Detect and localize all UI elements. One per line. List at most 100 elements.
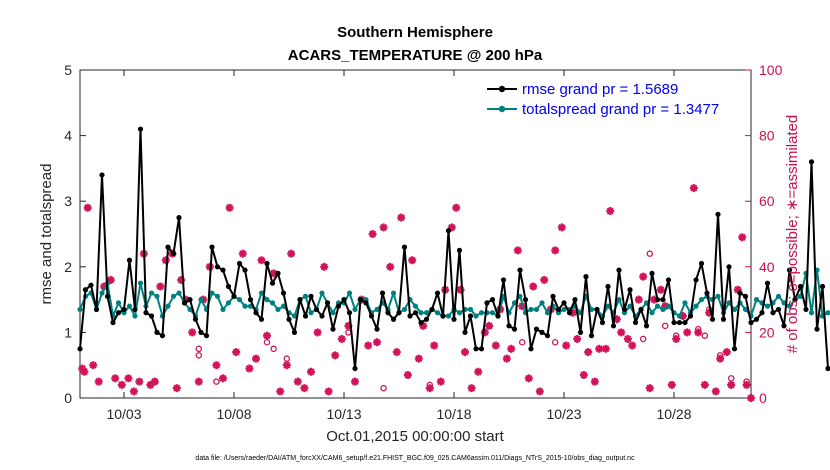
rmse-point [313,306,320,313]
obs-assimilated-stroke [668,381,676,389]
totalspread-point [528,306,534,313]
obs-possible-marker [551,338,559,346]
obs-assimilated-marker [738,233,747,242]
rmse-point [247,297,254,303]
obs-possible-marker [518,338,526,346]
rmse-point [649,270,655,276]
obs-assimilated-marker [212,361,221,370]
obs-assimilated-marker [368,230,377,238]
totalspread-point [220,306,226,313]
rmse-point [489,297,496,303]
obs-assimilated-marker [461,348,469,357]
obs-assimilated-stroke [595,345,603,353]
obs-assimilated-stroke [124,374,133,382]
obs-assimilated-marker [300,384,309,393]
totalspread-point [115,300,122,306]
obs-assimilated-stroke [225,204,234,212]
obs-assimilated-marker [502,354,511,363]
rmse-point [632,319,639,326]
obs-assimilated-marker [225,203,234,212]
rmse-point [583,274,589,280]
obs-assimilated-marker [331,351,340,360]
y-left-tick-label: 1 [64,324,72,340]
obs-assimilated-marker [573,334,582,343]
obs-assimilated-stroke [379,223,388,232]
obs-assimilated-marker [524,374,533,383]
obs-assimilated-marker [513,246,522,255]
totalspread-point [715,293,721,299]
obs-assimilated-marker [117,380,126,389]
obs-assimilated-stroke [635,295,643,304]
obs-assimilated-stroke [734,286,742,294]
totalspread-point [682,300,688,306]
totalspread-point [654,303,661,309]
obs-assimilated-stroke [584,348,592,356]
rmse-point [264,260,270,267]
rmse-point [467,313,474,319]
obs-assimilated-marker [452,203,461,212]
rmse-point [803,306,809,313]
y-left-tick-labels: 0 1 2 3 4 5 [64,62,72,406]
totalspread-point [456,310,463,316]
rmse-point [621,306,628,313]
x-tick-label: 10/18 [436,406,471,422]
series-layer [77,126,830,372]
rmse-point [181,300,188,306]
rmse-point [478,346,485,352]
obs-assimilated-stroke [467,384,476,392]
obs-possible-marker [426,381,434,389]
obs-possible-marker [639,335,647,343]
y-axis-label-right: # of obs: o=possible; ∗=assimilated [784,115,801,354]
totalspread-point [126,303,133,309]
obs-assimilated-marker [485,321,494,330]
obs-assimilated-stroke [307,368,315,376]
totalspread-point [165,303,171,309]
rmse-point [522,297,529,303]
tick-layer [80,69,751,399]
rmse-point [242,267,248,273]
totalspread-point [137,280,144,286]
obs-assimilated-marker [535,387,544,396]
obs-assimilated-marker [351,377,359,386]
rmse-point [627,287,633,293]
rmse-point [687,313,694,319]
obs-assimilated-stroke [300,384,309,392]
rmse-point [704,290,710,296]
rmse-point [451,316,457,322]
obs-assimilated-marker [700,380,709,389]
rmse-point [786,267,793,273]
rmse-point [577,329,584,335]
totalspread-point [302,293,309,299]
rmse-point [775,306,782,313]
obs-assimilated-stroke [252,355,260,363]
obs-assimilated-marker [386,262,395,271]
obs-assimilated-stroke [232,348,240,356]
y-right-tick-labels: 0 20 40 60 80 100 [759,62,783,406]
obs-assimilated-marker [324,387,333,396]
obs-possible-marker [716,352,724,359]
rmse-point [676,319,683,326]
totalspread-point [561,306,567,313]
obs-assimilated-stroke [701,381,709,389]
totalspread-point [275,306,281,313]
rmse-point [121,306,127,313]
rmse-point [742,293,749,299]
totalspread-point [242,303,248,309]
rmse-point [236,260,243,267]
obs-assimilated-marker [540,275,549,284]
totalspread-point [764,303,771,309]
obs-assimilated-stroke [156,282,164,291]
totalspread-point [176,290,182,296]
obs-assimilated-stroke [313,328,322,337]
rmse-point [759,310,765,316]
rmse-point [638,306,644,313]
obs-assimilated-marker [414,354,423,363]
totalspread-point [698,297,705,303]
totalspread-point [280,303,287,309]
rmse-point [506,323,512,329]
rmse-point [544,333,551,339]
obs-assimilated-stroke [591,377,599,386]
obs-assimilated-stroke [540,276,548,284]
obs-assimilated-marker [623,334,632,343]
obs-assimilated-marker [287,249,296,258]
